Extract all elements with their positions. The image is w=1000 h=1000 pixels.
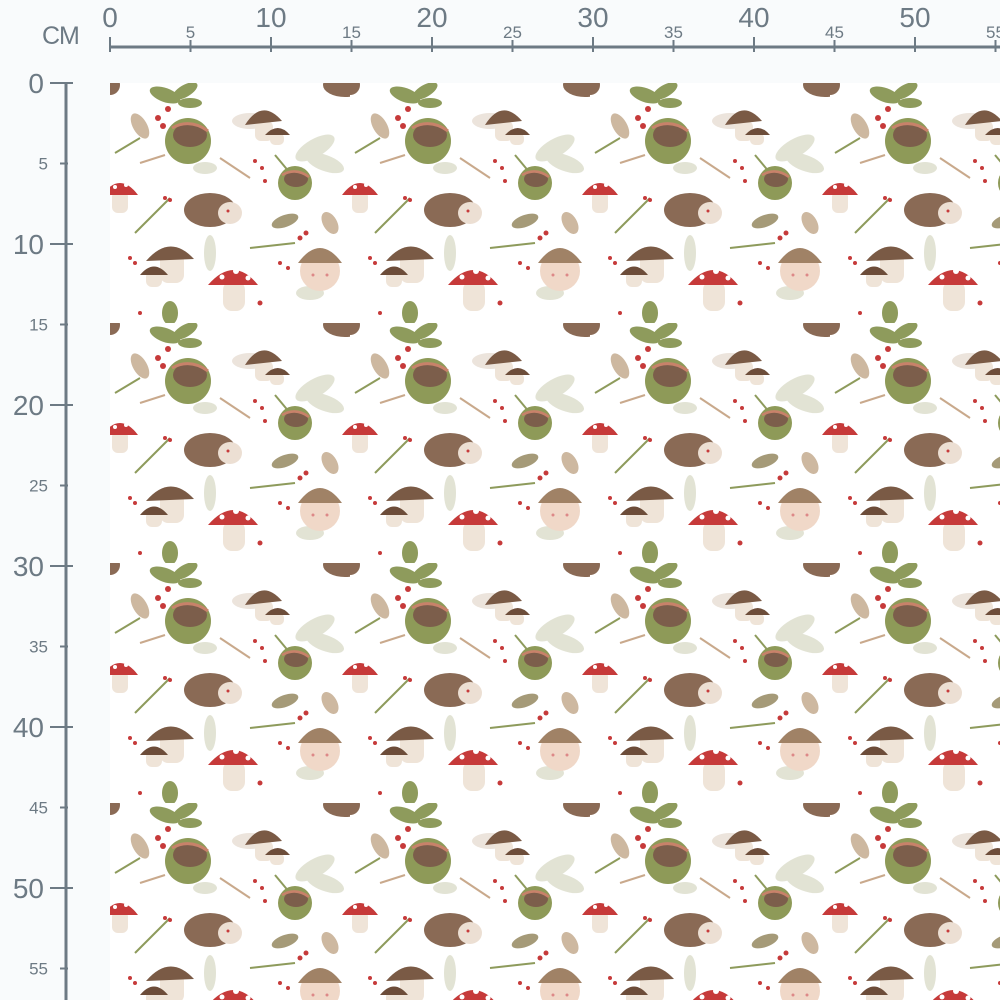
left-ruler-label: 50 [13,873,44,904]
top-ruler-label: 15 [342,23,361,42]
left-ruler-label: 30 [13,551,44,582]
left-ruler-label: 40 [13,712,44,743]
left-ruler-label: 35 [29,638,48,657]
top-ruler-label: 50 [899,2,930,33]
left-ruler-label: 0 [28,68,44,99]
left-ruler-label: 15 [29,316,48,335]
top-ruler-label: 20 [416,2,447,33]
top-ruler: 0 5 10 15 20 25 30 35 40 45 50 55 [102,2,1000,52]
left-ruler-label: 10 [13,229,44,260]
top-ruler-label: 5 [186,23,195,42]
left-ruler: 0 5 10 15 20 25 30 35 40 45 50 55 [13,68,73,1000]
top-ruler-label: 35 [664,23,683,42]
left-ruler-label: 5 [39,155,48,174]
left-ruler-label: 55 [29,960,48,979]
left-ruler-label: 25 [29,477,48,496]
ruler-unit-label: CM [42,22,80,50]
top-ruler-label: 40 [738,2,769,33]
top-ruler-label: 0 [102,2,118,33]
top-ruler-label: 10 [255,2,286,33]
top-ruler-label: 45 [825,23,844,42]
top-ruler-label: 55 [986,23,1000,42]
left-ruler-label: 20 [13,390,44,421]
top-ruler-label: 25 [503,23,522,42]
fabric-pattern [110,83,1000,1000]
left-ruler-label: 45 [29,799,48,818]
top-ruler-label: 30 [577,2,608,33]
